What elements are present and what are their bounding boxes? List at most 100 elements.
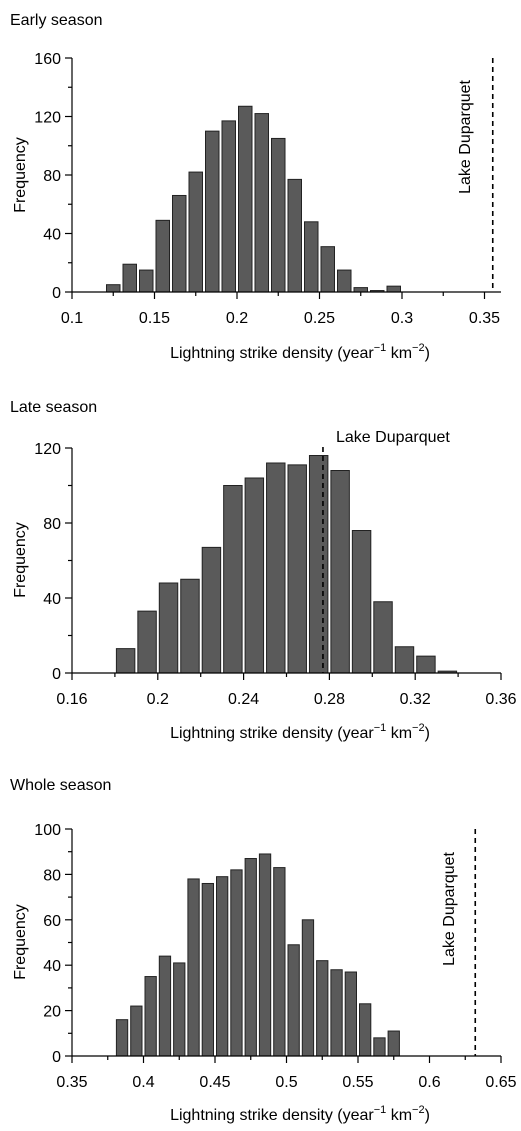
x-tick-label: 0.5 [275,1074,297,1091]
y-axis-label: Frequency [12,904,29,980]
reference-label: Lake Duparquet [441,851,458,965]
histogram-bar [180,578,200,674]
x-tick-label: 0.35 [56,1074,87,1091]
x-axis-label-part: −1 [374,1104,387,1116]
histogram-bar [155,219,170,293]
y-tick-label: 0 [52,666,61,683]
histogram-bar [304,221,319,293]
histogram-bar [416,655,436,674]
x-axis-label: Lightning strike density (year−1 km−2) [170,342,430,362]
histogram-bar [115,1019,129,1057]
histogram-bar [238,105,253,293]
histogram-bar [359,1003,372,1057]
histogram-bar [223,485,243,674]
histogram-bar [139,269,154,293]
reference-label: Lake Duparquet [336,429,450,446]
histogram-bar [158,955,172,1057]
histogram-bar [230,869,243,1057]
histogram-bar [301,919,315,1057]
x-tick-label: 0.36 [485,691,516,708]
y-tick-label: 120 [34,110,61,127]
y-tick-label: 80 [43,168,61,185]
x-tick-label: 0.32 [400,691,431,708]
histogram-bar [106,284,121,293]
histogram-bar [273,867,286,1057]
x-axis-label: Lightning strike density (year−1 km−2) [170,722,430,742]
histogram-bar [287,944,300,1057]
histogram-bar [330,969,343,1057]
x-tick-label: 0.35 [469,310,500,327]
x-tick-label: 0.2 [226,310,248,327]
panel-2: Late season 0 40 80 120 0.16 0.2 0.24 0.28 0.32 0.… [10,399,517,742]
histogram-bar [330,470,350,674]
x-axis-label-part: km [386,345,412,362]
histogram-bar [316,960,329,1057]
x-tick-label: 0.6 [418,1074,440,1091]
x-axis-label-part: Lightning strike density (year [170,725,374,742]
y-tick-label: 100 [34,822,61,839]
histogram-bar [205,130,220,293]
histogram-bar [287,178,302,293]
histogram-bar [130,1005,143,1057]
y-tick-label: 40 [43,591,61,608]
x-tick-label: 0.15 [139,310,170,327]
y-tick-label: 40 [43,227,61,244]
panel-title: Whole season [10,777,111,794]
y-tick-label: 0 [52,1049,61,1066]
x-axis-label-part: −2 [412,722,425,734]
x-tick-label: 0.16 [56,691,87,708]
histogram-bar [353,287,368,293]
x-axis-label-part: ) [425,725,430,742]
histogram-bar [216,876,229,1057]
histogram-bar [287,464,307,674]
x-axis-label-part: ) [425,1107,430,1124]
histogram-bar [344,971,358,1057]
x-axis-label: Lightning strike density (year−1 km−2) [170,1104,430,1124]
x-tick-label: 0.45 [199,1074,230,1091]
histogram-bar [187,878,200,1057]
y-tick-label: 80 [43,867,61,884]
x-axis-label-part: ) [425,345,430,362]
histogram-bar [266,462,286,674]
histogram-bar [320,246,335,293]
histogram-bar [244,858,257,1057]
x-axis-label-part: −1 [374,722,387,734]
y-tick-label: 40 [43,958,61,975]
histogram-bar [337,269,352,293]
histogram-bar [172,194,187,293]
x-tick-label: 0.3 [391,310,413,327]
histogram-bar [386,285,401,293]
y-tick-label: 120 [34,441,61,458]
y-tick-label: 60 [43,913,61,930]
x-tick-label: 0.25 [304,310,335,327]
histogram-bar [201,546,222,674]
histogram-bar [201,882,214,1057]
histogram-bar [373,1037,386,1057]
x-axis-label-part: −2 [412,342,425,354]
panel-title: Late season [10,399,97,416]
x-tick-label: 0.2 [147,691,169,708]
x-tick-label: 0.1 [61,310,83,327]
histogram-bar [158,582,179,674]
x-tick-label: 0.28 [314,691,345,708]
x-tick-label: 0.55 [342,1074,373,1091]
histogram-bar [271,137,286,293]
histogram-bar [394,646,415,674]
histogram-bar [144,976,157,1057]
histogram-bar [221,120,236,293]
x-axis-label-part: Lightning strike density (year [170,345,374,362]
x-axis-label-part: km [386,725,412,742]
histogram-bar [137,610,157,674]
histogram-bar [254,113,269,293]
x-axis-label-part: −2 [412,1104,425,1116]
x-tick-label: 0.4 [132,1074,154,1091]
x-tick-label: 0.65 [485,1074,516,1091]
histogram-bar [308,455,329,674]
y-tick-label: 20 [43,1004,61,1021]
x-axis-label-part: km [386,1107,412,1124]
y-tick-label: 160 [34,51,61,68]
histogram-bar [122,263,137,293]
panel-title: Early season [10,12,103,29]
y-axis-label: Frequency [12,522,29,598]
